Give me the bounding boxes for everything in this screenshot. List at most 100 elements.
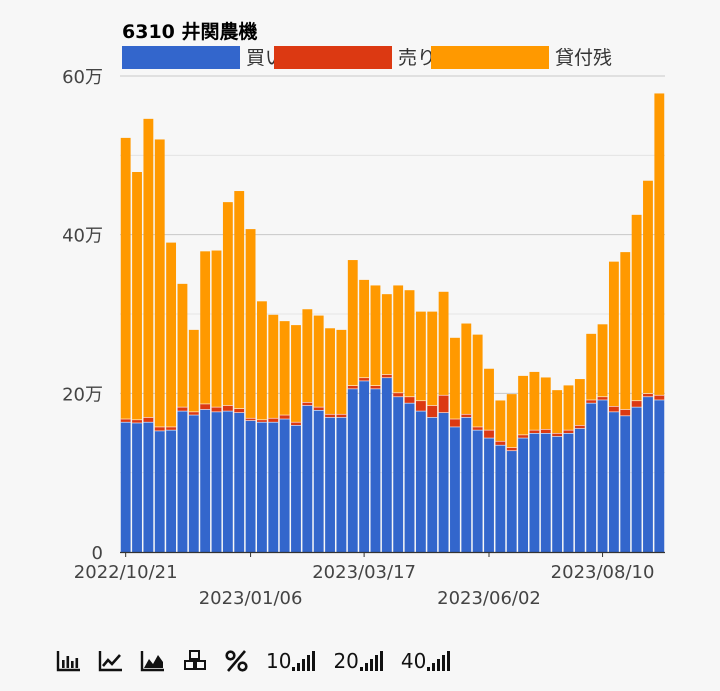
bar-segment-lending [211,250,222,407]
stacked-boxes-icon[interactable] [182,649,208,673]
bar-segment-lending [472,334,483,427]
bar-segment-lending [200,251,211,404]
signal-bars-icon [427,651,451,671]
bar-chart-icon[interactable] [56,649,82,673]
bar-segment-buy [552,436,563,552]
bar-segment-sell [143,417,154,422]
bar-segment-sell [313,406,324,410]
signal-bars-icon [292,651,316,671]
range-20-label: 20 [333,649,359,673]
x-tick-label: 2023/03/17 [312,562,416,583]
y-tick-label: 60万 [62,67,103,88]
bar-segment-sell [472,426,483,430]
line-chart-icon[interactable] [98,649,124,673]
bar-segment-buy [518,437,528,552]
bar-segment-sell [529,429,540,433]
bar-segment-buy [620,415,631,552]
bars [120,93,665,552]
bar-segment-buy [302,405,313,552]
legend-swatch [431,46,549,69]
bar-segment-buy [484,437,494,552]
bar-segment-lending [597,324,608,397]
bar-segment-lending [529,371,540,430]
bar-segment-buy [336,417,347,552]
bar-segment-lending [291,325,301,422]
bar-segment-sell [404,396,415,403]
range-20-button[interactable]: 20 [333,649,384,673]
bar-segment-lending [313,315,324,407]
bar-segment-lending [450,337,460,419]
bar-segment-lending [563,385,574,430]
bar-segment-sell [245,417,256,421]
bar-segment-buy [120,421,131,552]
area-chart-icon[interactable] [140,649,166,673]
bar-segment-lending [245,229,256,418]
bar-segment-lending [586,333,597,400]
bar-segment-buy [177,410,188,552]
bar-segment-lending [268,314,279,418]
bar-segment-lending [574,379,585,426]
bar-segment-sell [540,429,551,433]
bar-segment-sell [279,414,290,419]
bar-segment-sell [654,394,665,400]
bar-segment-buy [415,410,426,552]
bar-segment-buy [506,450,517,552]
bar-segment-buy [597,399,608,552]
bar-segment-buy [370,388,381,552]
bar-segment-sell [268,417,279,422]
bar-segment-buy [188,414,199,552]
bar-segment-buy [574,428,585,552]
bar-segment-sell [154,426,165,431]
bar-segment-lending [654,93,665,395]
bar-segment-lending [279,321,290,415]
percent-icon[interactable] [224,649,250,673]
bar-segment-sell [427,405,438,418]
bar-segment-buy [631,406,642,552]
bar-segment-sell [518,434,528,438]
bar-segment-buy [325,417,335,552]
bar-segment-lending [132,171,142,420]
range-40-button[interactable]: 40 [401,649,452,673]
bar-segment-sell [120,418,131,422]
bar-segment-buy [166,429,177,552]
x-axis: 2022/10/21 2023/01/06 2023/03/17 2023/06/02… [74,551,665,609]
bar-segment-buy [563,433,574,552]
range-10-button[interactable]: 10 [266,649,317,673]
bar-segment-sell [608,406,619,412]
bar-segment-sell [211,406,222,412]
bar-segment-lending [393,285,404,393]
bar-segment-buy [268,421,279,552]
bar-segment-buy [608,411,619,552]
bar-segment-sell [188,411,199,415]
bar-segment-sell [336,413,347,418]
bar-segment-lending [120,137,131,419]
bar-segment-sell [438,394,449,413]
bar-segment-sell [586,399,597,403]
bar-segment-buy [347,388,358,552]
y-tick-label: 0 [92,543,103,564]
bar-segment-lending [608,261,619,407]
bar-segment-lending [540,377,551,430]
bar-segment-lending [325,328,335,414]
bar-segment-sell [234,408,245,413]
bar-segment-sell [257,419,267,422]
bar-segment-sell [495,440,506,445]
bar-segment-buy [279,418,290,552]
bar-segment-buy [540,433,551,552]
bar-segment-sell [415,400,426,411]
bar-segment-sell [166,426,177,430]
bar-segment-sell [620,409,631,416]
x-tick-label: 2023/06/02 [437,588,541,609]
chart-title: 6310 井関農機 [122,20,258,43]
bar-segment-buy [234,412,245,552]
chart-toolbar: 10 20 40 [56,644,452,678]
range-40-label: 40 [400,649,427,673]
bar-segment-sell [359,377,370,381]
legend-swatch [274,46,392,69]
bar-segment-sell [177,406,188,411]
bar-segment-buy [143,421,154,552]
bar-segment-buy [381,377,392,552]
bar-segment-buy [495,444,506,552]
bar-segment-lending [620,252,631,410]
bar-segment-lending [495,400,506,441]
